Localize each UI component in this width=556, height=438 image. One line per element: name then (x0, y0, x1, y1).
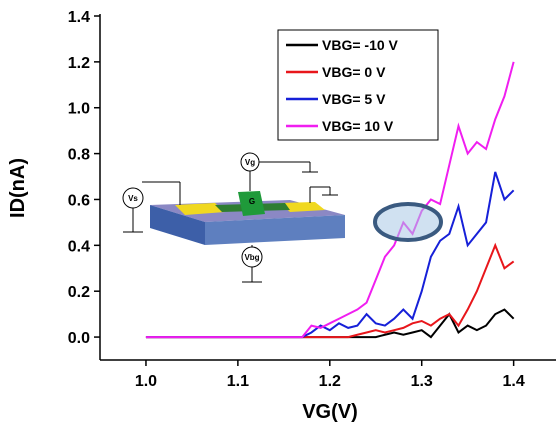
x-axis-label: VG(V) (302, 401, 358, 423)
highlight-ellipse (373, 202, 443, 242)
inset-label: Vbg (244, 253, 259, 262)
substrate-side (150, 205, 205, 245)
series-line (145, 61, 515, 339)
inset-label: Vs (128, 194, 138, 203)
y-tick-label: 0.0 (68, 330, 90, 347)
y-tick-label: 1.0 (68, 101, 90, 118)
y-tick-label: 1.2 (68, 55, 90, 72)
y-tick-label: 0.2 (68, 284, 90, 301)
legend-label: VBG= 0 V (322, 64, 386, 80)
inset-label: G (249, 197, 255, 206)
y-tick-label: 0.6 (68, 192, 90, 209)
x-tick-label: 1.2 (319, 373, 341, 390)
x-tick-label: 1.0 (135, 373, 157, 390)
x-tick-label: 1.3 (411, 373, 433, 390)
y-tick-label: 1.4 (68, 9, 90, 26)
series-line (145, 171, 515, 339)
x-tick-label: 1.4 (503, 373, 525, 390)
y-tick-label: 0.8 (68, 147, 90, 164)
source-pad (175, 203, 225, 215)
inset-schematic: G Vg Vs Vbg (122, 152, 345, 283)
gate-electrode (238, 191, 265, 216)
legend (277, 29, 439, 141)
x-tick-label: 1.1 (227, 373, 249, 390)
drain-pad (280, 202, 325, 212)
legend-label: VBG= -10 V (322, 37, 399, 53)
y-tick-label: 0.4 (68, 238, 90, 255)
legend-label: VBG= 5 V (322, 91, 386, 107)
substrate-front (205, 215, 345, 245)
inset-label: Vg (245, 158, 255, 167)
legend-label: VBG= 10 V (322, 118, 394, 134)
y-axis-label: ID(nA) (7, 158, 29, 218)
